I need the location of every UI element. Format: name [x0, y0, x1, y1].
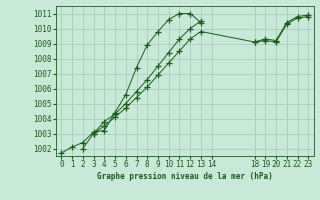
X-axis label: Graphe pression niveau de la mer (hPa): Graphe pression niveau de la mer (hPa)	[97, 172, 273, 181]
